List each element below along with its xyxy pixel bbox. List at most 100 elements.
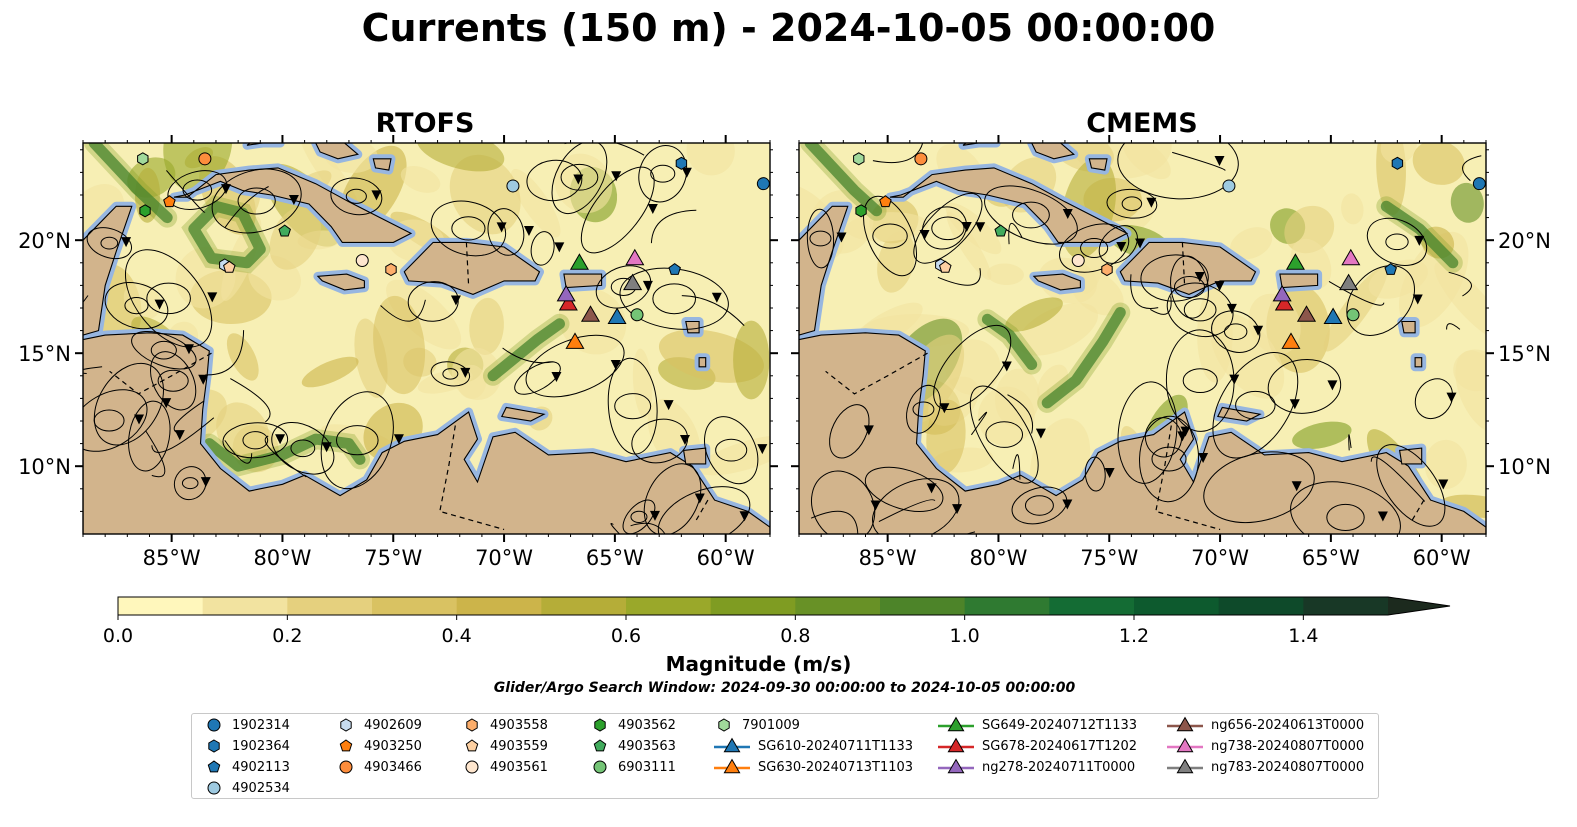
border-line [694, 499, 709, 524]
land-mass [889, 167, 1129, 243]
legend-item: SG678-20240617T1202 [938, 736, 1137, 756]
streamline [1012, 454, 1021, 480]
lon-tick-label: 80°W [253, 546, 311, 570]
streamline [863, 195, 917, 277]
platform-marker [565, 332, 585, 349]
lon-tick-label: 60°W [1413, 546, 1471, 570]
streamline [1106, 188, 1158, 219]
current-jet-halo [800, 143, 887, 221]
lat-tick-label: 20°N [1498, 229, 1551, 253]
streamline [985, 421, 1024, 448]
legend-marker-icon [1167, 758, 1203, 774]
streamline-arrow [663, 400, 674, 411]
streamline [630, 510, 648, 524]
streamline [913, 193, 983, 264]
current-jet [487, 318, 565, 382]
streamline [1172, 151, 1226, 171]
current-jet [804, 143, 883, 217]
streamline-arrow [1180, 426, 1191, 437]
streamline [173, 400, 205, 434]
streamline [380, 299, 426, 322]
platform-marker [558, 293, 578, 311]
legend-item: 7901009 [714, 715, 800, 735]
current-jet-halo [1376, 196, 1463, 273]
streamline [1385, 233, 1409, 251]
legend-item: 4903559 [462, 736, 548, 756]
current-jet-halo [84, 143, 178, 228]
streamline-arrow [154, 299, 165, 310]
streamline-arrow [1214, 281, 1225, 292]
legend-marker [947, 716, 965, 732]
streamline [1211, 310, 1261, 353]
lon-tick-label: 65°W [586, 546, 644, 570]
legend-marker [207, 760, 221, 773]
platform-marker [668, 262, 681, 275]
speed-patch [1412, 143, 1465, 185]
streamline-arrow [642, 280, 653, 291]
legend-label: 4902113 [232, 759, 290, 775]
land-mass [1032, 273, 1081, 291]
legend-item: 4903562 [590, 715, 676, 735]
streamline-arrow [275, 434, 286, 445]
legend-item: SG649-20240712T1133 [938, 715, 1137, 735]
streamline-arrow [1062, 499, 1073, 510]
colorbar-segment [202, 597, 288, 615]
speed-patch [733, 320, 770, 400]
legend-label: 4903562 [618, 717, 676, 733]
streamline [242, 431, 269, 450]
legend-item: ng656-20240613T0000 [1167, 715, 1364, 735]
land-mass [1398, 447, 1423, 465]
legend-marker-icon [465, 739, 479, 752]
legend-marker [947, 758, 965, 774]
streamline-arrow [975, 222, 986, 233]
platform-marker [385, 263, 397, 277]
streamline [1011, 486, 1068, 525]
streamline-arrow [1226, 303, 1237, 314]
speed-patch [400, 165, 441, 193]
streamline [150, 340, 177, 360]
legend-label: SG649-20240712T1133 [982, 717, 1138, 733]
colorbar-segment [795, 597, 881, 615]
streamline [83, 389, 148, 452]
platform-marker [278, 224, 291, 237]
streamline [230, 378, 271, 423]
speed-patch [1017, 302, 1098, 356]
speed-patch [1005, 297, 1063, 332]
legend-item: ng278-20240711T0000 [938, 757, 1135, 777]
streamline [271, 421, 335, 475]
legend-marker-icon [207, 760, 221, 773]
streamline [580, 166, 655, 254]
platform-markers-rtofs [137, 152, 770, 349]
streamline [650, 164, 676, 183]
legend-label: ng738-20240807T0000 [1211, 738, 1365, 754]
streamline [829, 404, 870, 459]
legend-marker [465, 760, 479, 774]
speed-patch [226, 333, 259, 381]
legend-label: 1902314 [232, 717, 290, 733]
streamline [657, 486, 751, 534]
streamline [487, 208, 525, 256]
legend-label: 4902609 [364, 717, 422, 733]
streamline [872, 478, 960, 534]
legend-marker [1176, 758, 1194, 774]
land-mass [83, 332, 770, 534]
streamline-arrow [961, 221, 972, 232]
legend-marker [947, 737, 965, 753]
colorbar-segment [880, 597, 966, 615]
legend-marker [207, 781, 221, 795]
border-line [465, 242, 470, 286]
streamline [514, 361, 561, 395]
legend-label: 6903111 [618, 759, 676, 775]
legend-marker-icon [339, 760, 353, 774]
streamline [1008, 222, 1023, 245]
streamline [131, 330, 197, 370]
land-mass [372, 158, 392, 171]
legend-marker-icon [938, 737, 974, 753]
colorbar-segment [626, 597, 712, 615]
legend-marker-icon [208, 739, 220, 753]
speed-patch [510, 169, 561, 238]
platform-marker [914, 152, 928, 166]
land-mass [1401, 320, 1416, 334]
border-line [1410, 499, 1425, 524]
speed-patch [697, 435, 770, 476]
